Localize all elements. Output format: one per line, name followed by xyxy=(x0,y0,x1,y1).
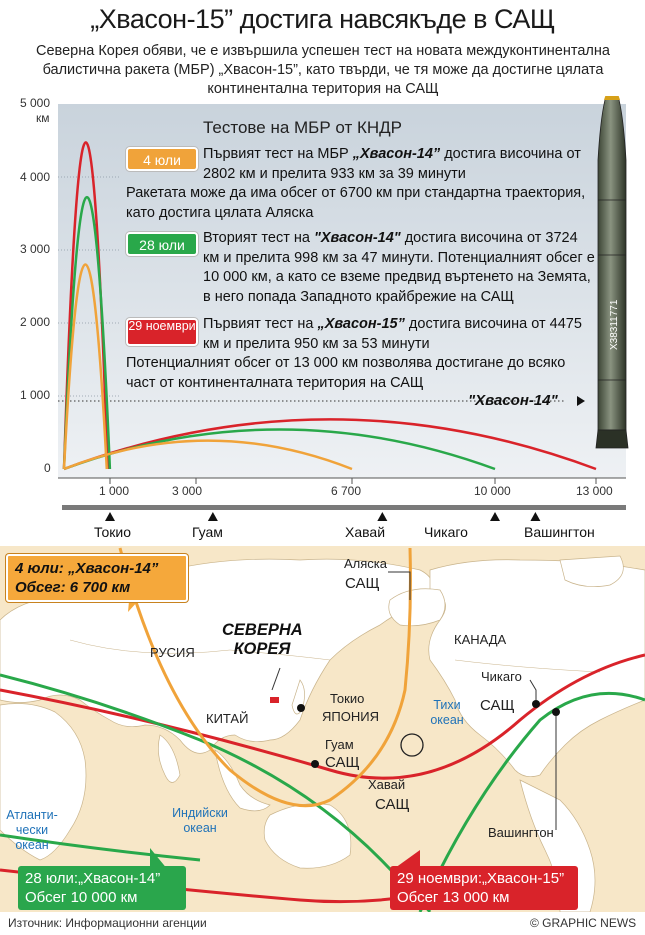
range-arc-nov29 xyxy=(0,653,645,780)
map-label-hawaii: Хавай xyxy=(368,777,406,792)
map-label-usa-chicago: САЩ xyxy=(480,697,515,714)
x-tick-label: 13 000 xyxy=(576,484,613,498)
city-label-washington: Вашингтон xyxy=(524,524,595,540)
range-arc-july4 xyxy=(118,547,412,808)
tokyo-marker xyxy=(297,704,305,712)
test-tag-nov29: 29 ноември xyxy=(126,318,198,346)
y-tick-label: 0 xyxy=(44,461,51,475)
test-tag-july28: 28 юли xyxy=(126,232,198,256)
range-trajectory-curve xyxy=(63,439,353,471)
callout-nov29: 29 ноември:„Хвасон-15” Обсег 13 000 км xyxy=(390,866,578,910)
washington-marker xyxy=(552,708,560,716)
footer-credit: © GRAPHIC NEWS xyxy=(530,916,637,930)
map-label-canada: КАНАДА xyxy=(454,632,507,647)
page-subtitle: Северна Корея обяви, че е извършила успе… xyxy=(36,43,610,97)
north-korea-label: СЕВЕРНА КОРЕЯ xyxy=(222,621,303,658)
city-label-tokyo: Токио xyxy=(94,524,131,540)
arrow-right-icon xyxy=(577,396,585,406)
x-tick-label: 1 000 xyxy=(99,484,130,498)
city-marker-triangle xyxy=(207,512,218,521)
range-arc-july28 xyxy=(418,691,645,912)
map-label-usa-hawaii: САЩ xyxy=(375,796,410,813)
map-label-tokyo: Токио xyxy=(330,691,365,706)
map-label-usa-guam: САЩ xyxy=(325,754,360,771)
guam-marker xyxy=(311,760,319,768)
map-label-china: КИТАЙ xyxy=(206,711,249,726)
x-tick-marks xyxy=(109,478,597,484)
test-text-nov29: Първият тест на „Хвасон-15” достига висо… xyxy=(203,316,582,352)
city-marker-triangle xyxy=(530,512,541,521)
test-text-july4: Първият тест на МБР „Хвасон-14” достига … xyxy=(203,146,581,182)
missile-illustration xyxy=(595,96,629,449)
map-label-guam: Гуам xyxy=(325,737,354,752)
map-label-japan: ЯПОНИЯ xyxy=(322,709,379,724)
test-text-july28: Вторият тест на "Хвасон-14" достига висо… xyxy=(203,230,595,305)
y-gridlines xyxy=(58,176,120,397)
hawaii-marker xyxy=(400,733,424,757)
y-tick-label: 5 000 xyxy=(20,96,51,110)
ocean-label-pacific: Тихи океан xyxy=(430,698,464,727)
city-markers xyxy=(105,512,541,521)
range-arc-july28 xyxy=(0,833,201,862)
north-korea-marker xyxy=(270,697,279,703)
missile-code: Х38311771 xyxy=(609,299,620,350)
map-label-russia: РУСИЯ xyxy=(150,645,195,660)
hwasong14-label: "Хвасон-14" xyxy=(468,392,558,409)
chicago-marker xyxy=(532,700,540,708)
test-extra-july4: Ракетата може да има обсег от 6700 км пр… xyxy=(126,185,586,221)
map-label-usa-alaska: САЩ xyxy=(345,575,380,592)
y-axis-unit: км xyxy=(36,111,50,125)
callout-july4: 4 юли: „Хвасон-14” Обсег: 6 700 км xyxy=(6,554,188,602)
test-extra-nov29: Потенциалният обсег от 13 000 км позволя… xyxy=(126,355,566,391)
x-tick-label: 10 000 xyxy=(474,484,511,498)
ocean-label-atlantic: Атланти-чески океан xyxy=(6,808,58,852)
y-tick-label: 4 000 xyxy=(20,170,51,184)
city-marker-triangle xyxy=(490,512,500,521)
map-label-washington: Вашингтон xyxy=(488,825,554,840)
y-tick-label: 2 000 xyxy=(20,315,51,329)
footer-source: Източник: Информационни агенции xyxy=(8,916,207,930)
city-marker-triangle xyxy=(377,512,388,521)
ocean-label-indian: Индийски океан xyxy=(172,806,228,835)
distance-scale-bar xyxy=(62,505,626,510)
city-label-guam: Гуам xyxy=(192,524,223,540)
panel-title: Тестове на МБР от КНДР xyxy=(203,118,403,137)
y-tick-label: 1 000 xyxy=(20,388,51,402)
trajectory-curves xyxy=(62,141,597,471)
x-tick-label: 3 000 xyxy=(172,484,203,498)
callout-july28: 28 юли:„Хвасон-14” Обсег 10 000 км xyxy=(18,866,186,910)
city-label-chicago: Чикаго xyxy=(424,524,468,540)
world-map xyxy=(0,546,645,912)
map-label-alaska: Аляска xyxy=(344,556,387,571)
landmass xyxy=(0,555,645,912)
test-tag-july4: 4 юли xyxy=(126,147,198,171)
city-marker-triangle xyxy=(105,512,115,521)
page-title: „Хвасон-15” достига навсякъде в САЩ xyxy=(90,4,555,34)
x-tick-label: 6 700 xyxy=(331,484,362,498)
lofted-trajectory-curve xyxy=(62,263,109,470)
lofted-trajectory-curve xyxy=(62,195,112,470)
y-tick-label: 3 000 xyxy=(20,242,51,256)
city-label-hawaii: Хавай xyxy=(345,524,386,540)
map-label-chicago: Чикаго xyxy=(481,669,522,684)
